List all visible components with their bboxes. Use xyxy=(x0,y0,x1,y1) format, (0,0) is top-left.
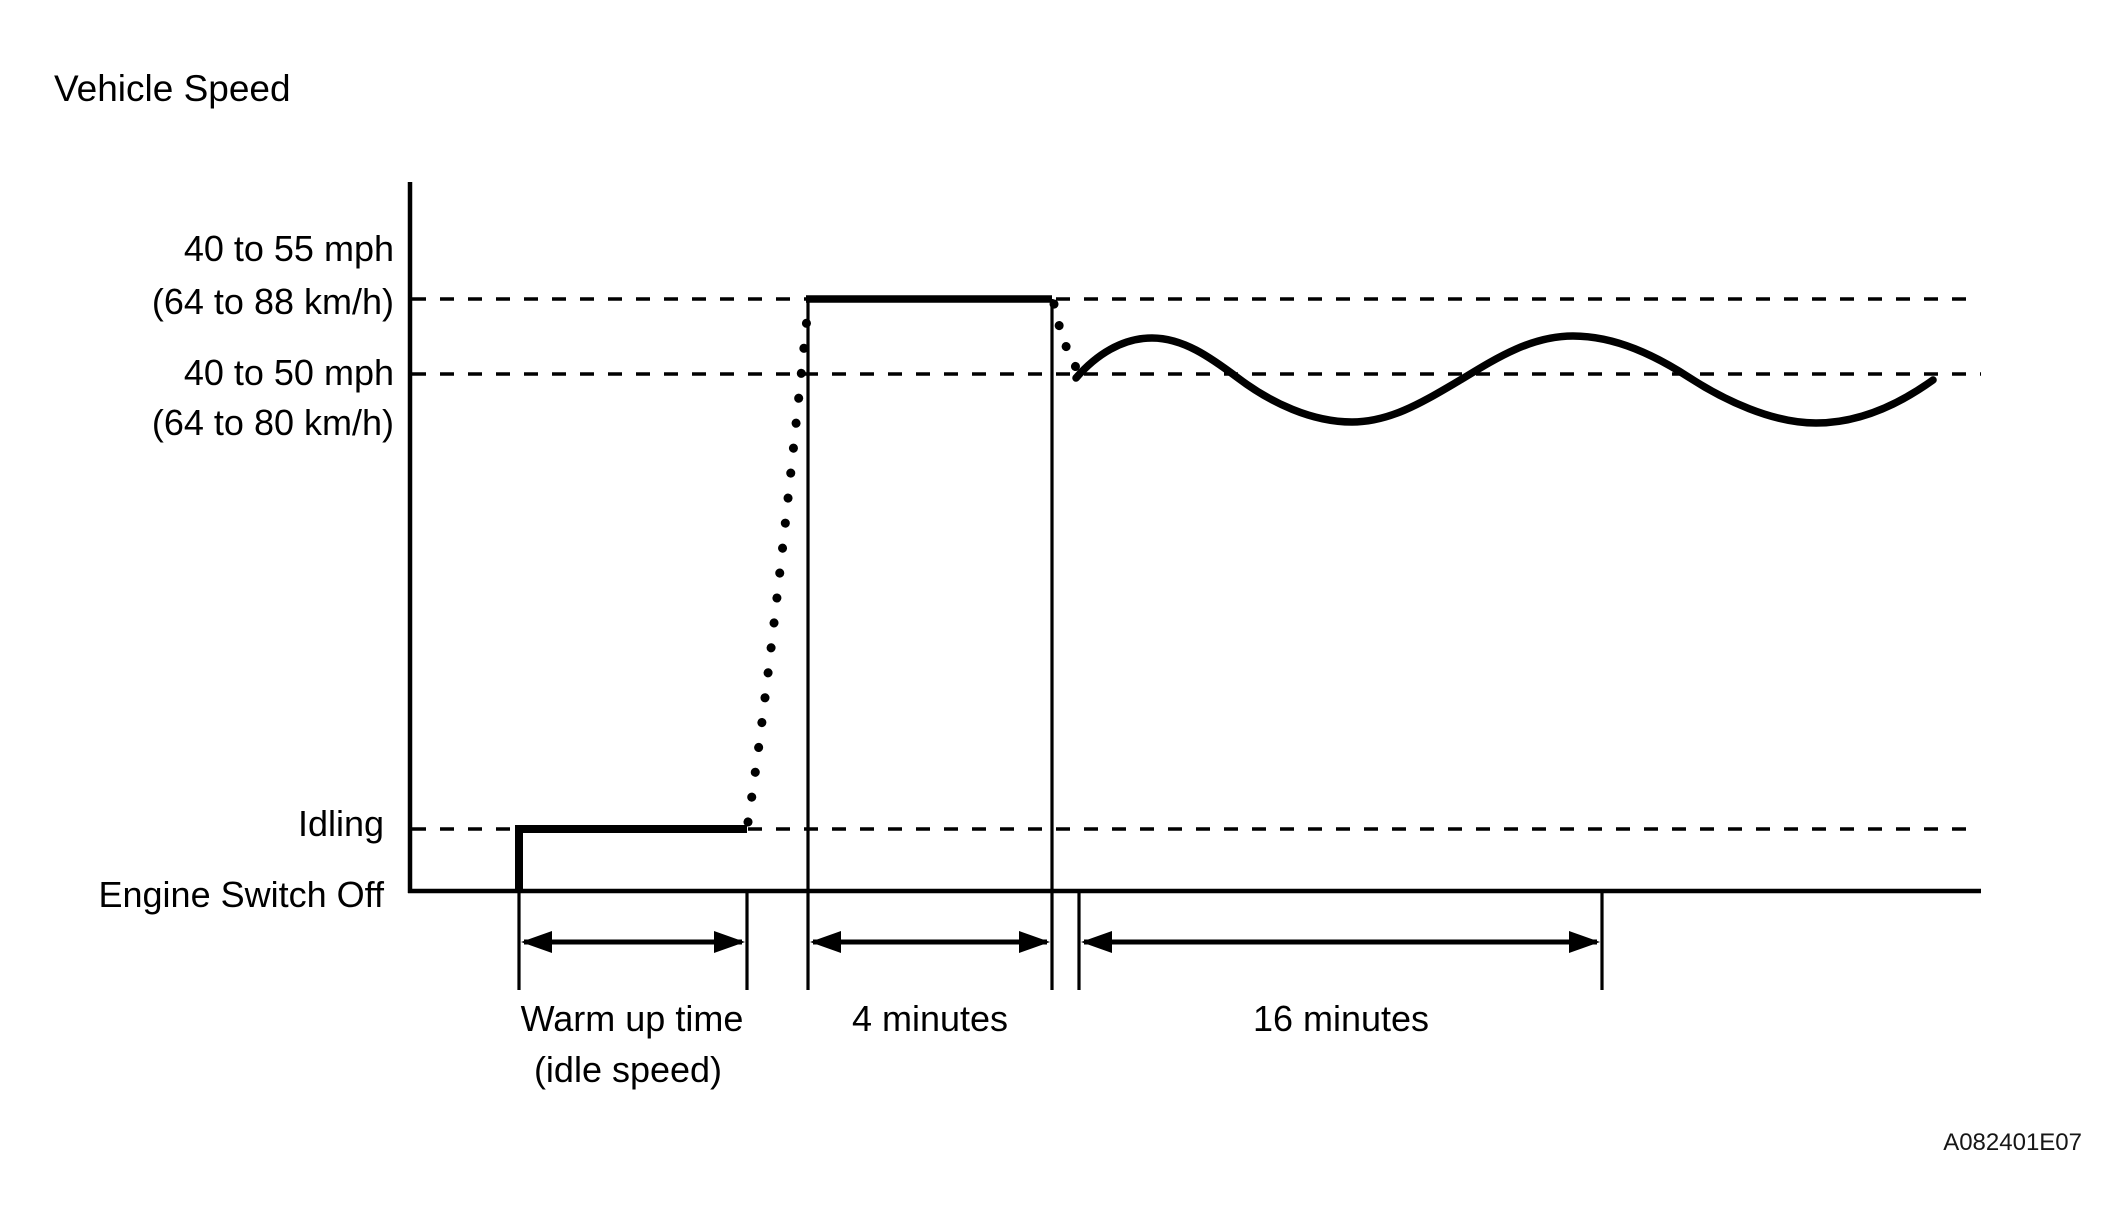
interval-label-4min: 4 minutes xyxy=(851,998,1009,1039)
dotted-deceleration-curve xyxy=(1049,299,1083,376)
arrowhead-right-icon xyxy=(1569,931,1600,953)
arrow-warmup-interval xyxy=(521,931,745,953)
interval-label-warmup-line1: Warm up time xyxy=(520,998,744,1039)
y-label-speed-high-line2: (64 to 88 km/h) xyxy=(151,281,394,322)
speed-oscillation-curve xyxy=(1072,332,1937,427)
y-label-speed-high-line1: 40 to 55 mph xyxy=(183,228,394,269)
arrowhead-right-icon xyxy=(714,931,745,953)
arrowhead-left-icon xyxy=(1081,931,1112,953)
y-label-engine-switch-off: Engine Switch Off xyxy=(98,874,385,915)
idle-speed-segment xyxy=(515,825,747,891)
arrow-4min-interval xyxy=(810,931,1050,953)
interval-label-warmup-line2: (idle speed) xyxy=(533,1049,723,1090)
arrowhead-left-icon xyxy=(810,931,841,953)
y-label-speed-mid-line1: 40 to 50 mph xyxy=(183,352,394,393)
figure-title: Vehicle Speed xyxy=(54,68,291,109)
interval-label-16min: 16 minutes xyxy=(1252,998,1430,1039)
figure-id-code: A082401E07 xyxy=(1943,1129,2082,1156)
arrowhead-left-icon xyxy=(521,931,552,953)
y-label-idling: Idling xyxy=(297,803,384,844)
y-label-speed-mid-line2: (64 to 80 km/h) xyxy=(151,402,394,443)
dotted-acceleration-curve xyxy=(743,303,813,827)
arrow-16min-interval xyxy=(1081,931,1600,953)
arrowhead-right-icon xyxy=(1019,931,1050,953)
